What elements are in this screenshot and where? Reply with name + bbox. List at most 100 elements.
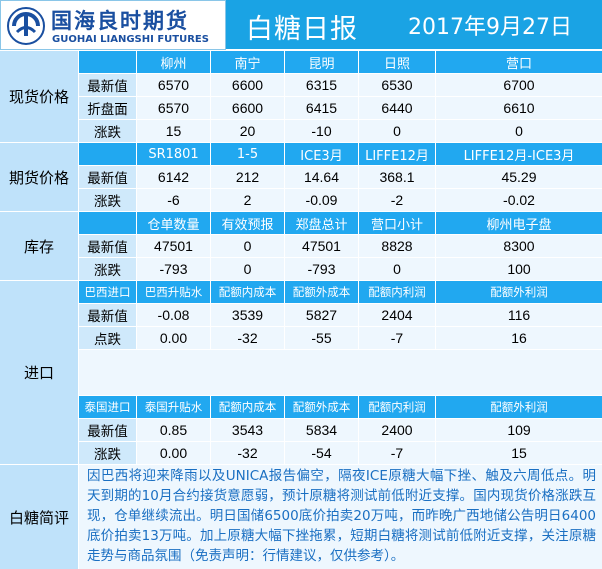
col-header: 营口 xyxy=(436,51,602,73)
section-futures-price: 期货价格 xyxy=(0,143,78,211)
row-label: 最新值 xyxy=(79,74,136,96)
comment-text: 因巴西将迎来降雨以及UNICA报告偏空，隔夜ICE原糖大幅下挫、触及六周低点。明… xyxy=(79,465,602,569)
table-cell: -32 xyxy=(211,442,284,464)
col-header: 配额外成本 xyxy=(285,396,358,418)
row-label: 涨跌 xyxy=(79,189,136,211)
table-cell: -0.09 xyxy=(285,189,358,211)
col-header: 郑盘总计 xyxy=(285,212,358,234)
report-header: 国海良时期货 GUOHAI LIANGSHI FUTURES 白糖日报 2017… xyxy=(0,0,602,50)
table-cell: 0 xyxy=(359,258,435,280)
table-cell: 116 xyxy=(436,304,602,326)
table-cell: 0 xyxy=(211,258,284,280)
table-cell: 0 xyxy=(359,120,435,142)
table-cell: 6600 xyxy=(211,97,284,119)
table-cell: 6440 xyxy=(359,97,435,119)
header-spacer xyxy=(79,212,136,234)
table-cell: 2400 xyxy=(359,419,435,441)
row-label: 最新值 xyxy=(79,304,136,326)
table-cell: 0 xyxy=(211,235,284,257)
table-cell: -793 xyxy=(137,258,210,280)
report-title: 白糖日报 xyxy=(246,14,358,45)
table-cell: 5834 xyxy=(285,419,358,441)
table-cell: -10 xyxy=(285,120,358,142)
table-cell: 2 xyxy=(211,189,284,211)
row-label: 最新值 xyxy=(79,419,136,441)
header-spacer xyxy=(79,143,136,165)
row-label: 涨跌 xyxy=(79,258,136,280)
col-header: 配额内利润 xyxy=(359,281,435,303)
col-header: 有效预报 xyxy=(211,212,284,234)
section-imports: 进口 xyxy=(0,281,78,464)
col-header: 日照 xyxy=(359,51,435,73)
table-cell: 6700 xyxy=(436,74,602,96)
table-cell: -793 xyxy=(285,258,358,280)
table-cell: 212 xyxy=(211,166,284,188)
table-cell: 100 xyxy=(436,258,602,280)
table-cell: -0.02 xyxy=(436,189,602,211)
table-cell: 47501 xyxy=(137,235,210,257)
col-header: 配额外利润 xyxy=(436,396,602,418)
table-cell: 6570 xyxy=(137,74,210,96)
table-cell: 0 xyxy=(436,120,602,142)
table-cell: -54 xyxy=(285,442,358,464)
col-header: 营口小计 xyxy=(359,212,435,234)
report-date: 2017年9月27日 xyxy=(408,15,572,40)
table-cell: 15 xyxy=(137,120,210,142)
section-inventory: 库存 xyxy=(0,212,78,280)
table-cell: -2 xyxy=(359,189,435,211)
table-cell: 6530 xyxy=(359,74,435,96)
table-cell: -55 xyxy=(285,327,358,349)
table-cell: 6415 xyxy=(285,97,358,119)
table-cell: -32 xyxy=(211,327,284,349)
col-header: LIFFE12月-ICE3月 xyxy=(436,143,602,165)
table-cell: 2404 xyxy=(359,304,435,326)
row-label: 点跌 xyxy=(79,327,136,349)
table-cell: 6315 xyxy=(285,74,358,96)
table-cell: 6142 xyxy=(137,166,210,188)
col-header: 泰国升贴水 xyxy=(137,396,210,418)
col-header: 1-5 xyxy=(211,143,284,165)
table-cell: -6 xyxy=(137,189,210,211)
header-spacer xyxy=(79,51,136,73)
logo-chinese-name: 国海良时期货 xyxy=(51,9,189,33)
row-label: 最新值 xyxy=(79,235,136,257)
table-cell: 0.85 xyxy=(137,419,210,441)
table-cell: 0.00 xyxy=(137,442,210,464)
table-cell: 368.1 xyxy=(359,166,435,188)
table-cell: 15 xyxy=(436,442,602,464)
section-comment: 白糖简评 xyxy=(0,465,78,569)
table-cell: 109 xyxy=(436,419,602,441)
table-cell: 3543 xyxy=(211,419,284,441)
brazil-import-title: 巴西进口 xyxy=(79,281,136,303)
table-cell: 6600 xyxy=(211,74,284,96)
col-header: 配额外成本 xyxy=(285,281,358,303)
row-label: 涨跌 xyxy=(79,442,136,464)
company-emblem-icon xyxy=(7,7,45,45)
table-cell: 6570 xyxy=(137,97,210,119)
col-header: 配额内利润 xyxy=(359,396,435,418)
col-header: 昆明 xyxy=(285,51,358,73)
section-spot-price: 现货价格 xyxy=(0,51,78,142)
company-logo: 国海良时期货 GUOHAI LIANGSHI FUTURES xyxy=(0,0,226,50)
table-cell: 8828 xyxy=(359,235,435,257)
table-cell: 20 xyxy=(211,120,284,142)
table-cell: -7 xyxy=(359,442,435,464)
table-cell: -0.08 xyxy=(137,304,210,326)
col-header: ICE3月 xyxy=(285,143,358,165)
col-header: 配额内成本 xyxy=(211,281,284,303)
table-cell: 45.29 xyxy=(436,166,602,188)
table-cell: 0.00 xyxy=(137,327,210,349)
data-table: 现货价格 柳州 南宁 昆明 日照 营口 最新值 6570 6600 6315 6… xyxy=(0,51,602,569)
col-header: 柳州 xyxy=(137,51,210,73)
col-header: 仓单数量 xyxy=(137,212,210,234)
row-label: 折盘面 xyxy=(79,97,136,119)
table-cell: 3539 xyxy=(211,304,284,326)
table-cell: 6610 xyxy=(436,97,602,119)
col-header: LIFFE12月 xyxy=(359,143,435,165)
col-header: 南宁 xyxy=(211,51,284,73)
col-header: 巴西升贴水 xyxy=(137,281,210,303)
table-cell: 8300 xyxy=(436,235,602,257)
col-header: 配额外利润 xyxy=(436,281,602,303)
table-cell: 5827 xyxy=(285,304,358,326)
